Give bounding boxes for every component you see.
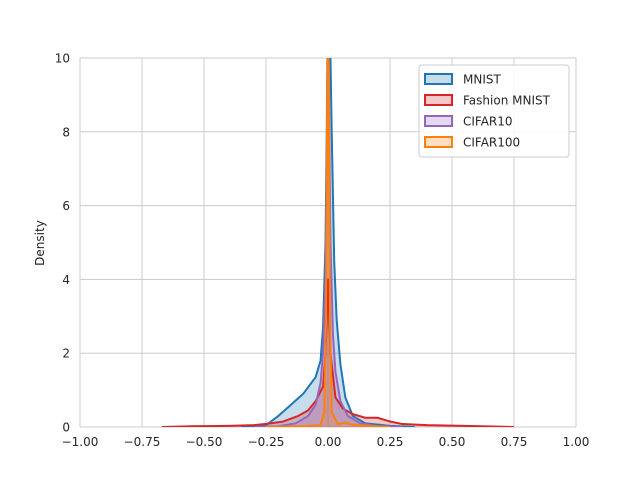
legend-label: CIFAR10 [463,115,513,129]
x-tick-label: 0.50 [439,435,466,449]
density-line-1 [161,278,515,427]
density-line-3 [265,58,391,427]
density-area-2 [253,58,403,427]
y-tick-label: 8 [62,125,70,139]
x-tick-label: 0.25 [377,435,404,449]
density-lines [161,58,515,427]
legend-item: Fashion MNIST [424,94,551,108]
x-tick-label: 0.00 [315,435,342,449]
x-tick-label: 0.75 [501,435,528,449]
legend-item: CIFAR100 [424,136,520,150]
y-tick-label: 0 [62,421,70,435]
legend-item: MNIST [424,73,501,87]
legend-box [418,64,570,158]
legend: MNIST Fashion MNIST CIFAR10 CIFAR100 [418,64,570,158]
legend-item: CIFAR10 [424,115,513,129]
y-tick-label: 6 [62,199,70,213]
legend-swatch [424,73,453,85]
x-tick-label: −1.00 [62,435,99,449]
legend-swatch [424,136,453,148]
x-tick-label: −0.25 [248,435,285,449]
legend-label: Fashion MNIST [463,94,551,108]
y-axis-label: Density [33,220,47,266]
x-tick-label: −0.50 [186,435,223,449]
y-tick-label: 2 [62,347,70,361]
density-line-0 [241,58,415,427]
legend-label: CIFAR100 [463,136,520,150]
y-tick-label: 4 [62,273,70,287]
x-axis: −1.00 −0.75 −0.50 −0.25 0.00 0.25 0.50 0.75 1.00 [62,435,590,449]
legend-swatch [424,115,453,127]
y-tick-label: 10 [55,52,70,66]
density-areas [161,58,514,427]
x-tick-label: 1.00 [563,435,590,449]
legend-swatch [424,94,453,106]
density-area-0 [241,58,415,427]
density-area-3 [266,58,390,427]
x-tick-label: −0.75 [124,435,161,449]
legend-label: MNIST [463,73,501,87]
density-line-2 [253,58,403,427]
y-axis: 0 2 4 6 8 10 [55,52,70,435]
